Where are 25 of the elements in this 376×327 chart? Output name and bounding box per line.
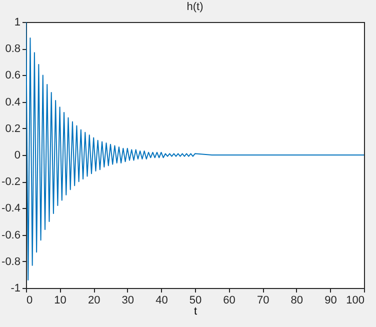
x-axis-title: t xyxy=(194,306,198,318)
y-tick-label: 0.4 xyxy=(5,96,20,108)
x-tick-label: 40 xyxy=(156,294,168,306)
x-tick-label: 10 xyxy=(54,294,66,306)
x-tick-label: 60 xyxy=(223,294,236,306)
y-tick-label: 0.2 xyxy=(5,122,20,135)
y-tick-label: -0.4 xyxy=(2,202,20,215)
x-tick-label: 50 xyxy=(189,294,202,306)
y-tick-label: 1 xyxy=(14,16,20,28)
y-tick-label: 0 xyxy=(14,150,20,162)
y-tick-label: -0.6 xyxy=(2,229,20,242)
x-tick-label: 30 xyxy=(122,294,134,306)
y-tick-label: -0.8 xyxy=(2,256,20,268)
x-tick-label: 0 xyxy=(26,294,33,306)
x-tick-label: 100 xyxy=(346,294,364,306)
x-tick-label: 90 xyxy=(324,294,337,306)
x-tick-label: 70 xyxy=(256,294,270,306)
y-tick-label: -0.2 xyxy=(2,176,20,188)
chart-title: h(t) xyxy=(186,1,204,13)
x-tick-label: 80 xyxy=(290,294,304,306)
y-tick-label: -1 xyxy=(10,282,20,294)
line-series xyxy=(26,22,364,281)
x-tick-label: 20 xyxy=(88,294,100,306)
y-tick-label: 0.8 xyxy=(5,43,20,56)
y-tick-label: 0.6 xyxy=(5,70,20,82)
